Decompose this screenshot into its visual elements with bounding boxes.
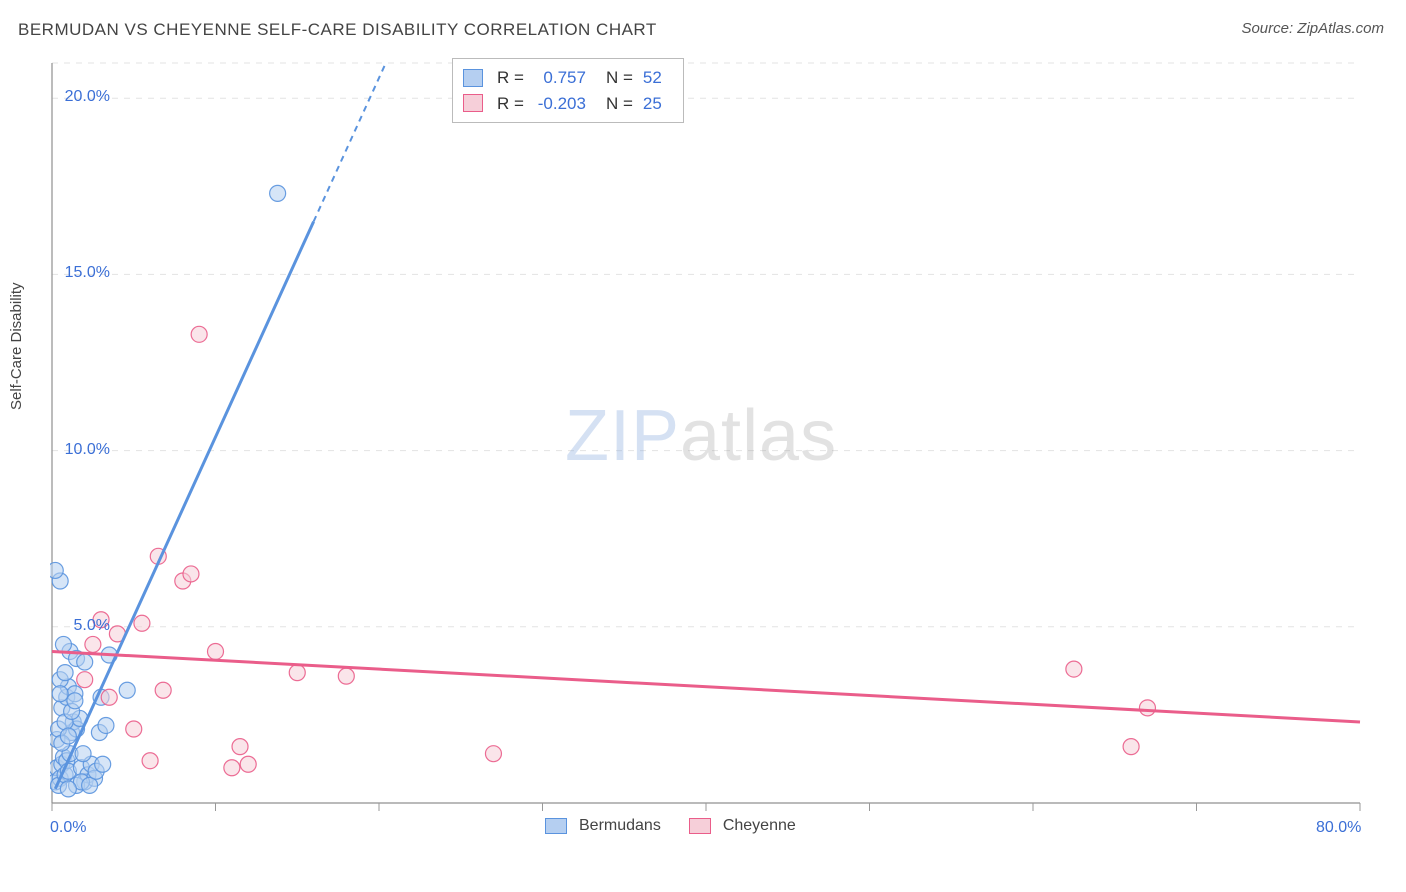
legend-item: Bermudans bbox=[545, 817, 661, 835]
scatter-chart-svg bbox=[50, 55, 1380, 825]
series-swatch bbox=[463, 69, 483, 87]
stat-N-value: 25 bbox=[643, 91, 669, 117]
series-swatch bbox=[463, 94, 483, 112]
source-credit: Source: ZipAtlas.com bbox=[1241, 20, 1384, 37]
stat-R-label: R = bbox=[497, 91, 524, 117]
legend-label: Bermudans bbox=[579, 817, 661, 835]
legend-label: Cheyenne bbox=[723, 817, 796, 835]
legend-item: Cheyenne bbox=[689, 817, 796, 835]
legend-swatch bbox=[545, 818, 567, 834]
stat-N-label: N = bbox=[606, 91, 633, 117]
ytick-label: 15.0% bbox=[50, 264, 110, 282]
xtick-origin: 0.0% bbox=[50, 819, 86, 837]
stats-row: R = 0.757 N = 52 bbox=[463, 65, 669, 91]
stats-row: R = -0.203 N = 25 bbox=[463, 91, 669, 117]
bottom-legend: Bermudans Cheyenne bbox=[545, 817, 796, 835]
stats-legend-box: R = 0.757 N = 52 R = -0.203 N = 25 bbox=[452, 58, 684, 123]
page-title: BERMUDAN VS CHEYENNE SELF-CARE DISABILIT… bbox=[18, 20, 657, 40]
ytick-label: 5.0% bbox=[50, 617, 110, 635]
legend-swatch bbox=[689, 818, 711, 834]
stat-N-value: 52 bbox=[643, 65, 669, 91]
stat-R-value: 0.757 bbox=[534, 65, 586, 91]
stat-R-value: -0.203 bbox=[534, 91, 586, 117]
stat-N-label: N = bbox=[606, 65, 633, 91]
chart-area bbox=[50, 55, 1380, 825]
ytick-label: 20.0% bbox=[50, 88, 110, 106]
y-axis-label: Self-Care Disability bbox=[8, 282, 25, 410]
xtick-end: 80.0% bbox=[1316, 819, 1361, 837]
stat-R-label: R = bbox=[497, 65, 524, 91]
ytick-label: 10.0% bbox=[50, 441, 110, 459]
